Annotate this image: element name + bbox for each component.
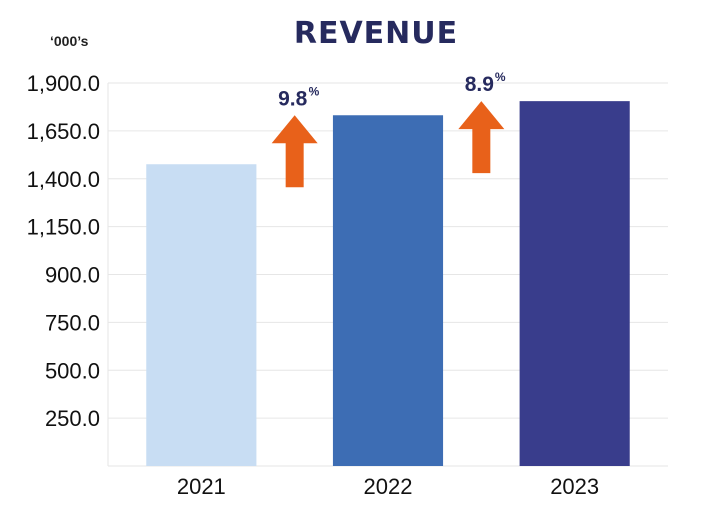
y-tick-label: 900.0 xyxy=(45,263,100,288)
growth-annotations: 9.8% 8.9% xyxy=(271,70,506,188)
growth-arrow-icon xyxy=(271,115,318,188)
unit-label: ‘000’s xyxy=(50,33,89,49)
y-tick-label: 1,650.0 xyxy=(27,119,100,144)
x-tick-label: 2022 xyxy=(364,474,413,499)
y-tick-label: 500.0 xyxy=(45,358,100,383)
bar-2021 xyxy=(146,164,257,466)
growth-percent-sign: % xyxy=(309,84,320,98)
growth-arrow-icon xyxy=(458,101,505,174)
x-tick-label: 2023 xyxy=(550,474,599,499)
bar-2022 xyxy=(332,115,444,467)
y-tick-label: 250.0 xyxy=(45,406,100,431)
y-tick-label: 1,150.0 xyxy=(27,215,100,240)
bar-2023 xyxy=(519,101,630,467)
x-tick-label: 2021 xyxy=(177,474,226,499)
y-axis-ticks: 250.0 500.0 750.0 900.0 1,150.0 1,400.0 1,650.… xyxy=(27,71,100,431)
y-tick-label: 1,900.0 xyxy=(27,71,100,96)
y-tick-label: 750.0 xyxy=(45,310,100,335)
growth-label: 8.9 xyxy=(465,73,494,96)
chart-title: REVENUE xyxy=(294,16,458,51)
growth-percent-sign: % xyxy=(495,70,506,84)
y-tick-label: 1,400.0 xyxy=(27,167,100,192)
bars xyxy=(146,101,630,467)
growth-label: 9.8 xyxy=(278,87,308,110)
x-axis-ticks: 2021 2022 2023 xyxy=(177,474,599,499)
